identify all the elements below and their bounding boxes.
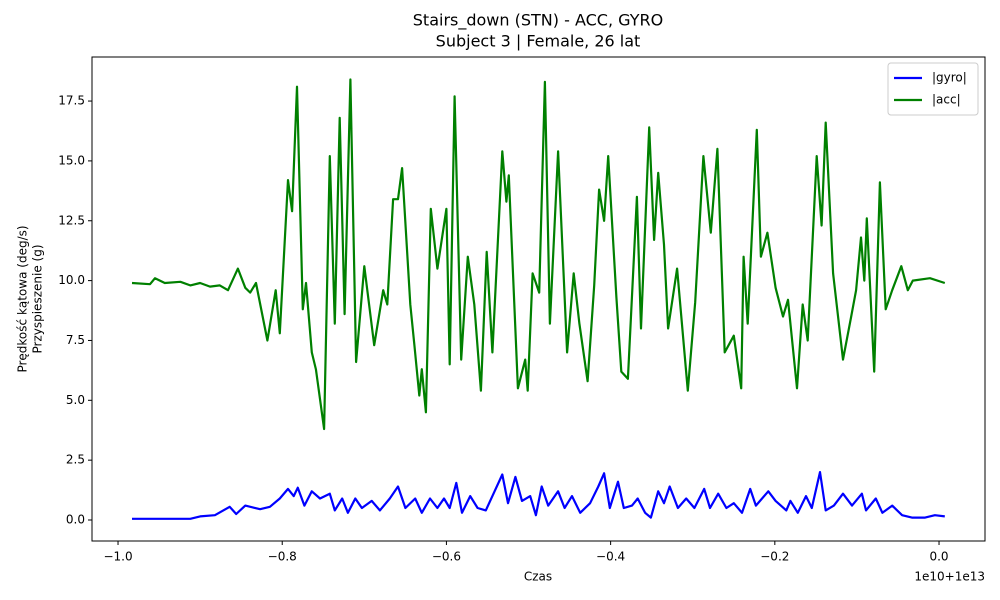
y-tick-label: 17.5 bbox=[58, 94, 85, 108]
line bbox=[131, 78, 946, 431]
y-tick-label: 7.5 bbox=[66, 333, 85, 347]
y-tick-label: 0.0 bbox=[66, 513, 85, 527]
x-tick-label: −0.8 bbox=[268, 550, 297, 564]
x-tick-label: −0.4 bbox=[596, 550, 625, 564]
x-offset-label: 1e10+1e13 bbox=[914, 570, 985, 584]
x-tick-label: −0.2 bbox=[760, 550, 789, 564]
x-tick-label: −0.6 bbox=[432, 550, 461, 564]
line bbox=[132, 471, 945, 520]
chart-subtitle: Subject 3 | Female, 26 lat bbox=[436, 32, 641, 51]
y-tick-label: 10.0 bbox=[58, 273, 85, 287]
x-axis-label: Czas bbox=[524, 570, 552, 584]
y-tick-label: 15.0 bbox=[58, 153, 85, 167]
legend-label: |gyro| bbox=[932, 71, 967, 85]
y-axis-label: Prędkość kątowa (deg/s) bbox=[16, 225, 30, 372]
legend-box bbox=[887, 62, 979, 116]
y-axis-label: Przyspieszenie (g) bbox=[31, 245, 45, 354]
x-tick-label: 0.0 bbox=[929, 550, 948, 564]
x-tick-label: −1.0 bbox=[103, 550, 132, 564]
plot-frame bbox=[91, 56, 986, 542]
y-tick-label: 5.0 bbox=[66, 393, 85, 407]
legend-label: |acc| bbox=[932, 93, 961, 107]
y-tick-label: 2.5 bbox=[66, 453, 85, 467]
y-tick-label: 12.5 bbox=[58, 213, 85, 227]
chart-title: Stairs_down (STN) - ACC, GYRO bbox=[413, 11, 663, 31]
